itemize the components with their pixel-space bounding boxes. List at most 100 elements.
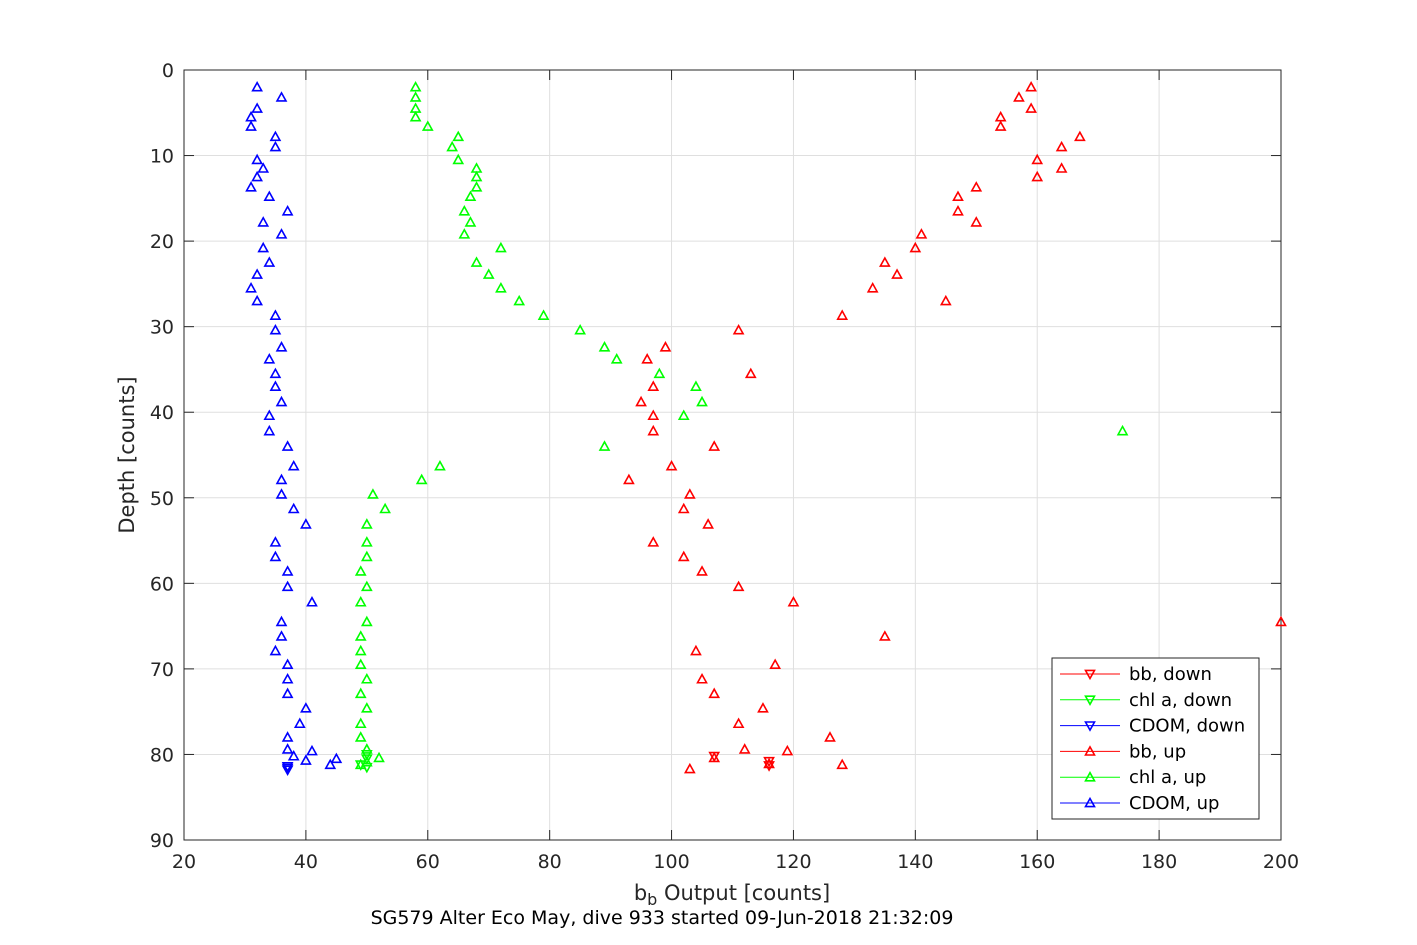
data-point: [1055, 162, 1068, 173]
series-bb-down: [708, 751, 775, 772]
data-point: [275, 630, 288, 641]
data-point: [1275, 615, 1287, 627]
data-point: [415, 473, 428, 485]
data-point: [690, 644, 702, 656]
data-point: [537, 309, 550, 320]
x-axis-label: bb Output [counts]: [634, 881, 830, 909]
data-point: [360, 550, 373, 562]
data-point: [409, 110, 422, 122]
data-point: [281, 440, 294, 451]
data-point: [952, 205, 964, 216]
data-point: [281, 731, 294, 742]
data-point: [769, 658, 782, 670]
data-point: [245, 181, 257, 192]
data-point: [738, 743, 751, 754]
y-tick-label: 60: [150, 573, 174, 595]
legend-entry: bb, down: [1060, 664, 1212, 685]
data-point: [677, 409, 690, 421]
data-point: [281, 763, 294, 775]
legend-entry: bb, up: [1060, 741, 1186, 762]
data-point: [623, 473, 635, 485]
data-point: [269, 536, 282, 547]
data-point: [281, 765, 294, 776]
data-point: [1013, 91, 1025, 102]
data-point: [1025, 102, 1037, 113]
data-point: [324, 758, 337, 770]
data-point: [824, 731, 836, 742]
data-point: [866, 282, 879, 293]
data-point: [360, 536, 373, 547]
data-point: [665, 459, 678, 471]
data-point: [269, 644, 282, 656]
data-point: [360, 580, 373, 592]
data-point: [470, 256, 483, 267]
data-point: [647, 536, 660, 547]
legend-marker: [1084, 796, 1096, 808]
x-tick-label: 80: [538, 851, 562, 873]
data-point: [373, 751, 385, 763]
data-point: [281, 673, 294, 684]
x-tick-label: 200: [1263, 851, 1299, 873]
data-point: [683, 762, 696, 774]
data-point: [1074, 130, 1086, 142]
data-point: [757, 702, 769, 713]
data-point: [263, 256, 276, 267]
data-point: [360, 754, 373, 765]
data-point: [379, 502, 391, 514]
legend-marker: [1084, 695, 1096, 706]
y-tick-label: 20: [150, 231, 174, 253]
data-point: [275, 615, 288, 627]
data-point: [1031, 170, 1044, 182]
data-point: [970, 216, 983, 227]
data-point: [598, 341, 611, 352]
data-point: [269, 367, 282, 379]
data-point: [251, 153, 263, 165]
data-point: [891, 268, 903, 279]
data-point: [251, 170, 263, 182]
data-point: [763, 757, 775, 769]
data-point: [939, 294, 952, 306]
data-point: [263, 353, 276, 364]
y-tick-label: 80: [150, 744, 174, 766]
data-point: [464, 190, 477, 202]
data-point: [354, 731, 367, 742]
data-point: [263, 409, 276, 421]
data-point: [696, 395, 708, 407]
data-point: [360, 702, 373, 713]
data-point: [952, 190, 964, 202]
data-point: [495, 241, 507, 253]
legend-entry: chl a, up: [1060, 767, 1206, 788]
x-tick-label: 140: [897, 851, 933, 873]
data-point: [275, 341, 288, 352]
chart-title: SG579 Alter Eco May, dive 933 started 09…: [371, 907, 954, 929]
data-point: [464, 216, 477, 227]
data-point: [1116, 424, 1129, 436]
data-point: [281, 658, 294, 670]
x-tick-label: 100: [653, 851, 689, 873]
data-point: [1031, 153, 1044, 165]
data-point: [610, 353, 623, 364]
grid: [183, 69, 1282, 841]
data-point: [836, 309, 849, 320]
data-point: [281, 580, 294, 592]
data-point: [245, 120, 257, 131]
data-point: [275, 395, 288, 407]
legend-marker: [1084, 669, 1096, 681]
data-point: [708, 751, 721, 763]
data-point: [360, 673, 373, 684]
y-tick-label: 0: [162, 60, 174, 82]
tick-labels: 20 40 60 80 100 120 140 160 180 200 0 10 20 30 40 50 60 7…: [150, 60, 1299, 873]
data-point: [702, 518, 714, 529]
data-point: [257, 241, 270, 253]
data-point: [354, 630, 367, 641]
data-point: [970, 181, 983, 192]
data-point: [574, 323, 586, 335]
data-point: [275, 228, 288, 239]
x-tick-label: 20: [172, 851, 196, 873]
data-point: [452, 153, 465, 165]
data-point: [263, 190, 276, 202]
data-point: [354, 596, 367, 607]
data-point: [879, 630, 891, 641]
data-point: [879, 256, 891, 267]
